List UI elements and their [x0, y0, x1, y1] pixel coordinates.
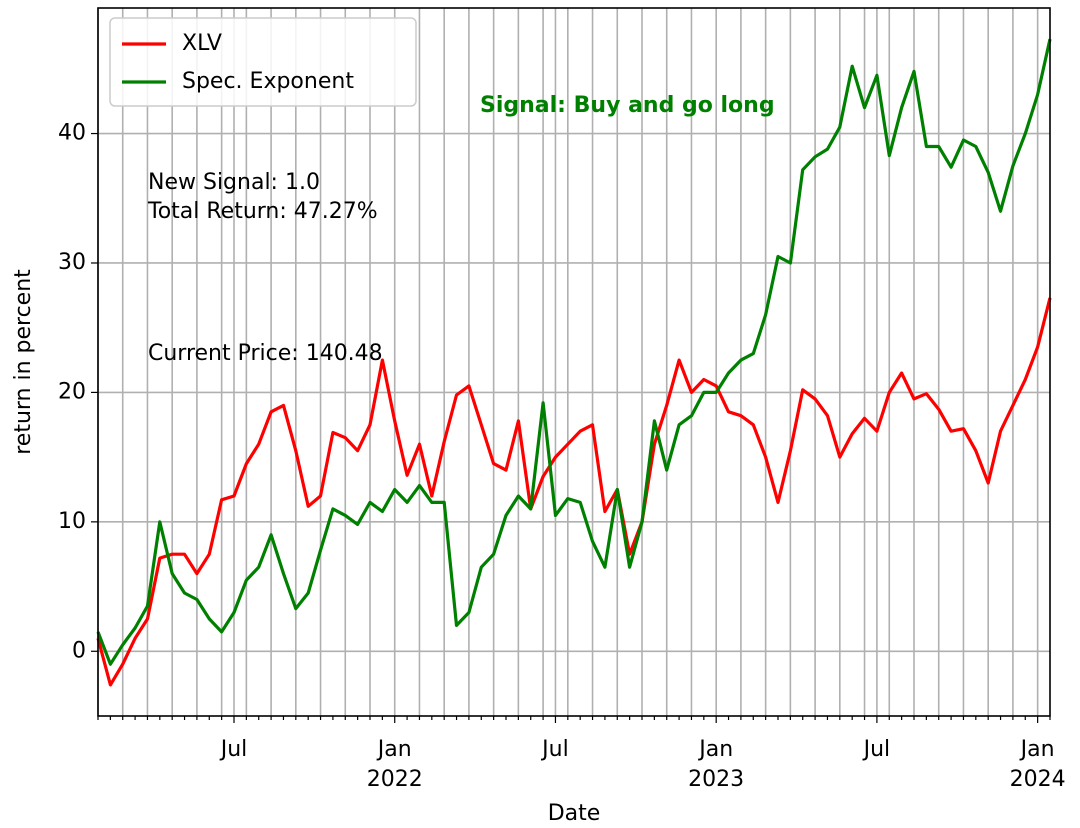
- annotation: Total Return: 47.27%: [147, 199, 378, 224]
- x-tick-label: Jan 2024: [1010, 737, 1066, 792]
- annotation: New Signal: 1.0: [148, 170, 320, 195]
- legend-box: [109, 17, 417, 107]
- x-tick-label: Jul: [219, 737, 248, 762]
- line-series: [96, 297, 1052, 687]
- x-tick-label: Jul: [540, 737, 569, 762]
- legend-label: Spec. Exponent: [182, 69, 354, 94]
- legend-label: XLV: [182, 31, 222, 56]
- y-axis-label: return in percent: [11, 269, 36, 455]
- y-tick-label: 30: [58, 250, 86, 275]
- x-tick-label: Jul: [862, 737, 891, 762]
- y-tick-label: 10: [58, 509, 86, 534]
- annotation: Signal: Buy and go long: [480, 93, 775, 118]
- y-tick-label: 0: [72, 638, 86, 663]
- line-series: [96, 38, 1052, 666]
- y-tick-label: 20: [58, 379, 86, 404]
- annotation: Current Price: 140.48: [148, 341, 383, 366]
- x-axis-label: Date: [548, 801, 601, 826]
- plot-frame: [97, 7, 1051, 717]
- x-tick-label: Jan 2022: [367, 737, 423, 792]
- y-tick-label: 40: [58, 121, 86, 146]
- x-tick-label: Jan 2023: [688, 737, 744, 792]
